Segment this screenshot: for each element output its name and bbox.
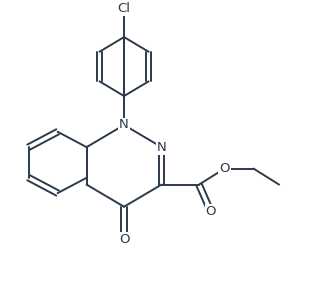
Text: N: N bbox=[157, 141, 166, 154]
Text: O: O bbox=[119, 233, 129, 246]
Text: Cl: Cl bbox=[118, 2, 131, 15]
Text: O: O bbox=[206, 205, 216, 218]
Text: N: N bbox=[119, 118, 129, 131]
Text: O: O bbox=[219, 162, 230, 175]
